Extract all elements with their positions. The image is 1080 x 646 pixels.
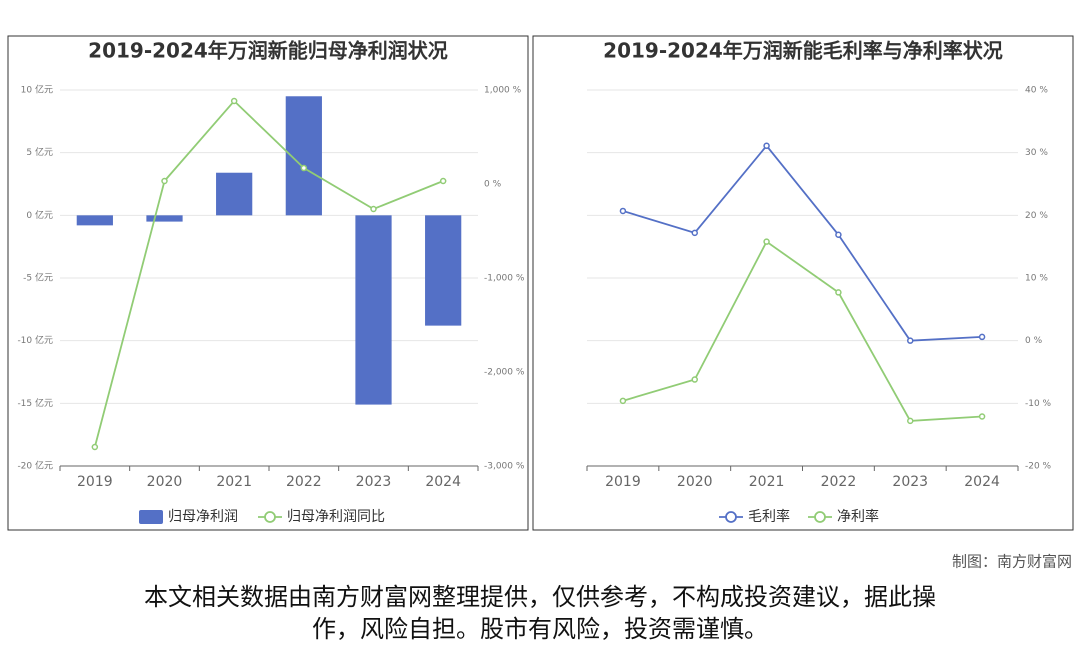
y-tick-label: 0 % — [1025, 336, 1043, 346]
x-tick-label: 2023 — [356, 474, 392, 490]
y-tick-label: -20 % — [1025, 462, 1052, 472]
x-tick-label: 2023 — [892, 474, 928, 490]
y-tick-label: 40 % — [1025, 86, 1048, 96]
y-tick-label: -5 亿元 — [23, 272, 53, 284]
y-tick-label: 30 % — [1025, 148, 1048, 158]
y2-tick-label: 1,000 % — [484, 86, 522, 96]
x-tick-label: 2024 — [964, 474, 1000, 490]
point — [230, 97, 238, 105]
point — [91, 443, 99, 451]
x-tick-label: 2021 — [749, 474, 785, 490]
bar — [355, 215, 392, 405]
panel-frame — [7, 35, 529, 531]
point — [978, 413, 986, 420]
point — [907, 417, 914, 425]
x-tick-label: 2024 — [425, 474, 461, 490]
x-tick-label: 2022 — [821, 474, 857, 490]
point — [978, 333, 986, 341]
y2-tick-label: -1,000 % — [484, 274, 525, 284]
chart-title: 2019-2024年万润新能归母净利润状况 — [88, 39, 448, 63]
x-tick-label: 2019 — [605, 474, 641, 490]
y-tick-label: 0 亿元 — [26, 209, 53, 221]
y-tick-label: 10 % — [1025, 274, 1048, 284]
x-tick-label: 2022 — [286, 474, 322, 490]
point — [691, 376, 698, 383]
y-tick-label: -10 亿元 — [17, 334, 53, 346]
point — [763, 142, 770, 150]
bar — [76, 215, 113, 226]
x-tick-label: 2020 — [147, 474, 183, 490]
panel-frame — [532, 35, 1074, 531]
point — [763, 238, 770, 245]
y-tick-label: 20 % — [1025, 211, 1048, 221]
legend-label: 毛利率 — [748, 508, 790, 525]
point — [619, 207, 627, 215]
point — [439, 177, 447, 185]
credit: 制图：南方财富网 — [952, 553, 1072, 571]
point — [691, 229, 698, 237]
y-tick-label: -10 % — [1025, 399, 1052, 409]
y2-tick-label: -3,000 % — [484, 462, 525, 472]
x-tick-label: 2021 — [216, 474, 252, 490]
y2-tick-label: 0 % — [484, 180, 502, 190]
legend-swatch — [264, 511, 276, 523]
x-tick-label: 2020 — [677, 474, 713, 490]
legend-label: 净利率 — [837, 508, 879, 525]
legend-swatch — [139, 510, 163, 524]
legend-label: 归母净利润 — [168, 508, 238, 525]
chart-title: 2019-2024年万润新能毛利率与净利率状况 — [603, 39, 1003, 63]
point — [835, 231, 842, 239]
line — [622, 144, 983, 342]
point — [835, 289, 842, 296]
y2-tick-label: -2,000 % — [484, 368, 525, 378]
point — [300, 164, 308, 172]
y-tick-label: -15 亿元 — [17, 397, 53, 409]
y-tick-label: 5 亿元 — [26, 146, 53, 158]
legend-label: 归母净利润同比 — [287, 508, 385, 525]
disclaimer: 作，风险自担。股市有风险，投资需谨慎。 — [312, 615, 768, 643]
y-tick-label: -20 亿元 — [17, 460, 53, 472]
point — [907, 337, 914, 344]
y-tick-label: 10 亿元 — [21, 84, 53, 96]
x-tick-label: 2019 — [77, 474, 113, 490]
bar — [146, 215, 183, 222]
bar — [425, 215, 462, 326]
line — [622, 240, 983, 422]
legend-swatch — [814, 511, 826, 523]
bar — [216, 172, 253, 216]
line — [93, 99, 444, 448]
legend-swatch — [725, 511, 737, 523]
disclaimer: 本文相关数据由南方财富网整理提供，仅供参考，不构成投资建议，据此操 — [144, 583, 936, 611]
point — [161, 177, 168, 185]
point — [619, 397, 627, 405]
point — [370, 205, 377, 213]
